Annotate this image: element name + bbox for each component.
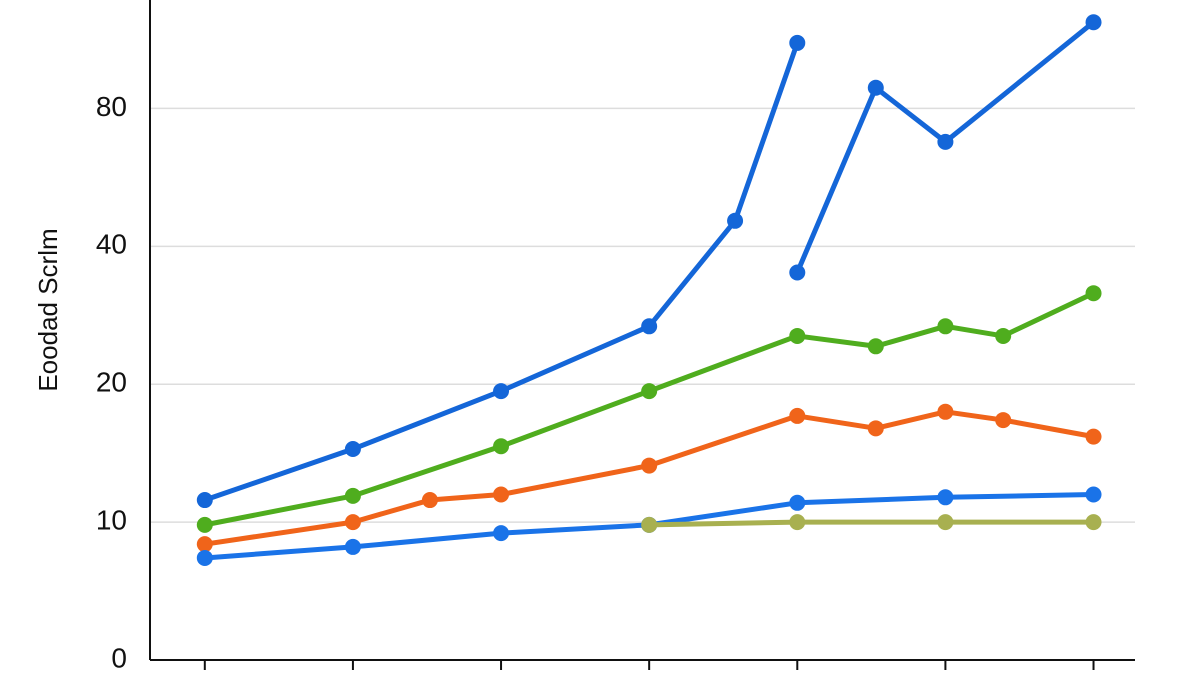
point (421, 492, 438, 509)
series-line (646, 519, 1097, 528)
point (867, 420, 884, 437)
point (196, 536, 213, 553)
point (789, 327, 806, 344)
point (1085, 514, 1102, 531)
point (789, 407, 806, 424)
y-tick-label: 20 (96, 367, 127, 398)
point (867, 338, 884, 355)
point (641, 516, 658, 533)
point (493, 486, 510, 503)
point (493, 438, 510, 455)
point (196, 516, 213, 533)
point (641, 318, 658, 335)
y-tick-label: 10 (96, 504, 127, 535)
point (1085, 486, 1102, 503)
point (344, 441, 361, 458)
series-line (202, 409, 1097, 547)
point (1085, 285, 1102, 302)
point (493, 383, 510, 400)
y-tick-label: 0 (111, 642, 127, 673)
point (789, 494, 806, 511)
point (196, 549, 213, 566)
point (789, 514, 806, 531)
point (344, 487, 361, 504)
point (937, 403, 954, 420)
point (1085, 14, 1102, 31)
point (937, 514, 954, 531)
point (344, 538, 361, 555)
point (867, 79, 884, 96)
point (995, 327, 1012, 344)
point (789, 264, 806, 281)
point (641, 457, 658, 474)
point (196, 492, 213, 509)
point (937, 489, 954, 506)
point (641, 383, 658, 400)
point (937, 318, 954, 335)
y-tick-label: 40 (96, 229, 127, 260)
point (727, 212, 744, 229)
y-axis-label: Eoodad Scrlm (33, 228, 63, 391)
point (493, 525, 510, 542)
point (995, 412, 1012, 429)
series-line (202, 19, 1097, 503)
y-tick-label: 80 (96, 91, 127, 122)
point (344, 514, 361, 531)
point (937, 133, 954, 150)
point (789, 34, 806, 51)
point (1085, 428, 1102, 445)
